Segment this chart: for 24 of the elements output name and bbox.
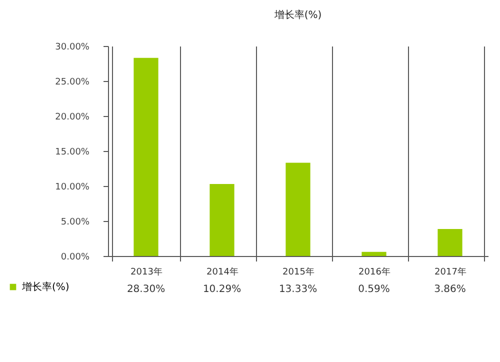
x-tick-label: 2013年 (130, 266, 162, 278)
bar (362, 252, 386, 256)
legend-label: 增长率(%) (21, 281, 70, 293)
y-tick-label: 20.00% (55, 112, 90, 122)
y-tick-label: 0.00% (60, 252, 90, 262)
x-tick-label: 2016年 (358, 266, 390, 278)
y-tick-label: 10.00% (55, 182, 90, 192)
y-tick-label: 5.00% (60, 218, 90, 228)
y-tick-label: 30.00% (55, 42, 90, 52)
x-tick-label: 2017年 (434, 266, 466, 278)
bar (438, 228, 462, 256)
bar (134, 58, 158, 256)
data-label: 3.86% (434, 284, 466, 295)
x-tick-label: 2014年 (206, 266, 238, 278)
x-tick-label: 2015年 (282, 266, 314, 278)
bar (210, 184, 234, 256)
y-tick-label: 25.00% (55, 78, 90, 88)
data-label: 0.59% (358, 284, 390, 295)
data-label: 10.29% (202, 284, 242, 295)
y-tick-label: 15.00% (55, 148, 90, 158)
chart-title: 增长率(%) (273, 9, 322, 21)
data-label: 28.30% (126, 284, 166, 295)
data-label: 13.33% (278, 284, 318, 295)
bar (286, 162, 310, 256)
